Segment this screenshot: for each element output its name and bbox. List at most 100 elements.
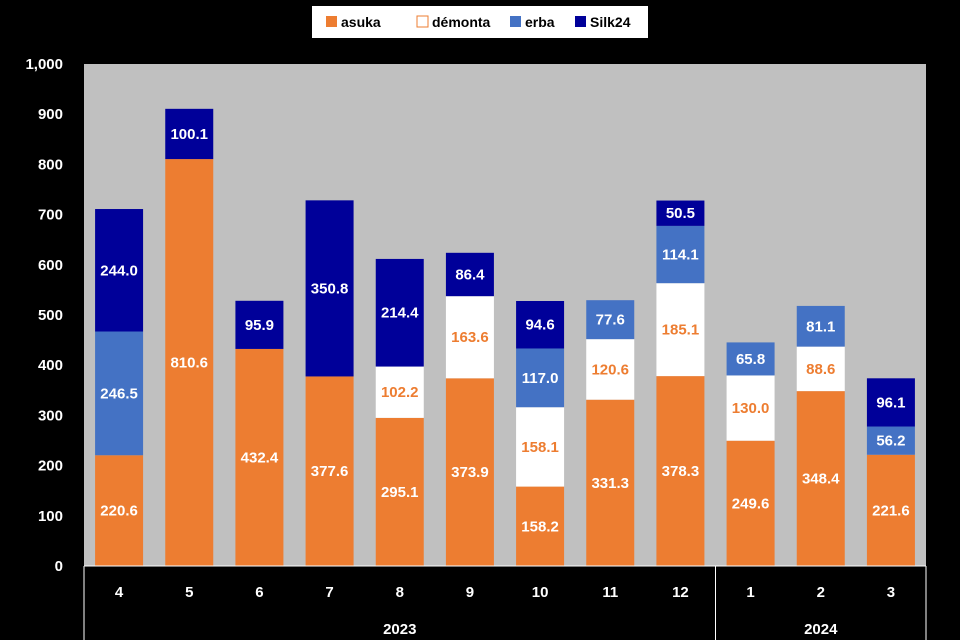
x-tick-label: 1 (746, 584, 754, 601)
data-label: 158.2 (521, 518, 559, 535)
data-label: 373.9 (451, 464, 489, 481)
data-label: 77.6 (596, 312, 625, 329)
y-axis: 0 100 200 300 400 500 600 700 800 900 1,000 (25, 56, 63, 575)
y-tick-label: 1,000 (25, 56, 63, 73)
x-tick-label: 5 (185, 584, 193, 601)
data-label: 94.6 (525, 317, 554, 334)
legend-label: erba (525, 14, 555, 30)
data-label: 88.6 (806, 361, 835, 378)
legend-label: asuka (341, 14, 381, 30)
data-label: 246.5 (100, 385, 138, 402)
data-label: 102.2 (381, 384, 419, 401)
y-tick-label: 900 (38, 106, 63, 123)
x-tick-label: 12 (672, 584, 689, 601)
x-group-label: 2024 (804, 621, 838, 638)
bar-dmonta-8 (375, 366, 424, 418)
bar-dmonta-12 (656, 283, 705, 377)
bar-labels-layer: 220.6 246.5 244.0 810.6 100.1 432.4 95.9 377.6 3… (100, 126, 909, 535)
data-label: 100.1 (170, 126, 208, 143)
data-label: 350.8 (311, 280, 349, 297)
x-tick-label: 8 (396, 584, 404, 601)
y-tick-label: 400 (38, 357, 63, 374)
y-tick-label: 100 (38, 508, 63, 525)
bar-erba-3 (866, 426, 915, 455)
y-tick-label: 0 (55, 558, 63, 575)
data-label: 432.4 (241, 449, 279, 466)
x-tick-label: 7 (325, 584, 333, 601)
x-group-label: 2023 (383, 621, 416, 638)
bars-layer (95, 108, 915, 566)
bar-erba-2 (796, 305, 845, 347)
data-label: 185.1 (662, 322, 700, 339)
bar-asuka-2 (796, 391, 845, 566)
data-label: 295.1 (381, 484, 419, 501)
bar-asuka-5 (165, 159, 214, 566)
bar-silk24-6 (235, 300, 284, 349)
data-label: 81.1 (806, 318, 835, 335)
bar-silk24-4 (95, 209, 144, 332)
bar-erba-12 (656, 225, 705, 284)
bar-silk24-12 (656, 200, 705, 226)
bar-silk24-3 (866, 378, 915, 427)
data-label: 377.6 (311, 463, 349, 480)
data-label: 130.0 (732, 400, 770, 417)
legend-swatch (510, 16, 521, 27)
bar-asuka-6 (235, 348, 284, 566)
legend: asuka démonta erba Silk24 (312, 6, 648, 38)
data-label: 95.9 (245, 317, 274, 334)
data-label: 114.1 (662, 247, 699, 264)
bar-silk24-10 (516, 300, 565, 349)
legend-label: Silk24 (590, 14, 631, 30)
bar-asuka-10 (516, 486, 565, 566)
bar-dmonta-2 (796, 346, 845, 392)
bar-dmonta-11 (586, 339, 635, 400)
data-label: 378.3 (662, 463, 700, 480)
x-tick-label: 6 (255, 584, 263, 601)
x-tick-label: 4 (115, 584, 124, 601)
bar-dmonta-10 (516, 407, 565, 487)
data-label: 214.4 (381, 305, 419, 322)
data-label: 331.3 (591, 475, 629, 492)
y-tick-label: 500 (38, 307, 63, 324)
bar-asuka-4 (95, 455, 144, 566)
bar-erba-11 (586, 300, 635, 340)
bar-silk24-9 (445, 252, 494, 297)
data-label: 163.6 (451, 329, 489, 346)
bar-silk24-8 (375, 258, 424, 367)
data-label: 96.1 (876, 394, 905, 411)
bar-asuka-9 (445, 378, 494, 566)
bar-silk24-5 (165, 108, 214, 160)
data-label: 56.2 (876, 433, 905, 450)
data-label: 117.0 (522, 370, 559, 387)
bar-dmonta-9 (445, 296, 494, 379)
data-label: 221.6 (872, 502, 910, 519)
data-label: 249.6 (732, 495, 770, 512)
bar-asuka-11 (586, 399, 635, 566)
x-tick-label: 10 (532, 584, 549, 601)
y-tick-label: 300 (38, 407, 63, 424)
x-tick-label: 11 (602, 584, 618, 601)
y-tick-label: 200 (38, 458, 63, 475)
legend-swatch (575, 16, 586, 27)
data-label: 810.6 (170, 355, 208, 372)
data-label: 65.8 (736, 351, 765, 368)
data-label: 158.1 (521, 439, 559, 456)
legend-box (312, 6, 648, 38)
data-label: 50.5 (666, 205, 695, 222)
bar-dmonta-1 (726, 375, 775, 441)
x-tick-label: 3 (887, 584, 895, 601)
y-tick-label: 700 (38, 207, 63, 224)
bar-silk24-7 (305, 200, 354, 377)
bar-asuka-8 (375, 417, 424, 566)
bar-asuka-1 (726, 440, 775, 566)
legend-swatch (326, 16, 337, 27)
data-label: 86.4 (455, 266, 485, 283)
x-tick-label: 9 (466, 584, 474, 601)
bar-erba-1 (726, 342, 775, 376)
plot-area (84, 64, 926, 566)
bar-asuka-7 (305, 376, 354, 566)
y-tick-label: 600 (38, 257, 63, 274)
data-label: 220.6 (100, 503, 138, 520)
